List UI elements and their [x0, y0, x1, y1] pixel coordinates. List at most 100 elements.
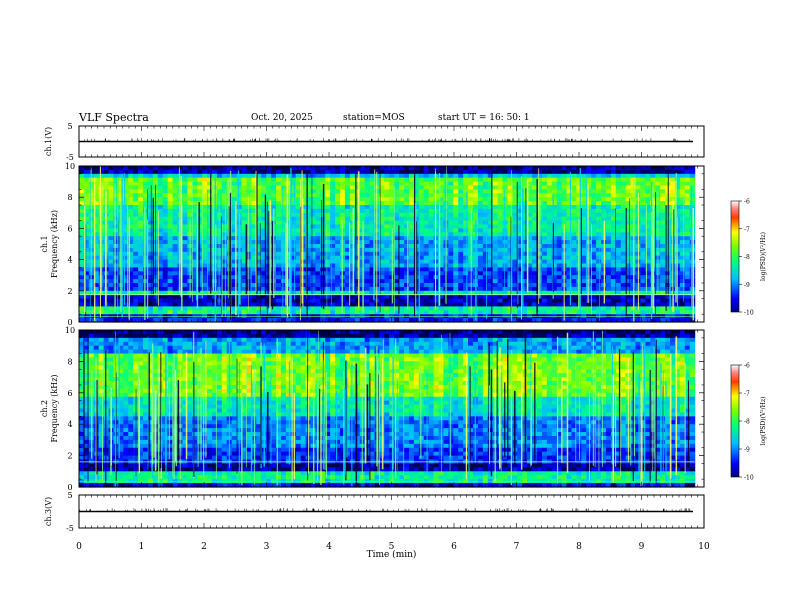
heatmap-cell — [610, 251, 617, 257]
heatmap-cell — [448, 294, 454, 300]
heatmap-cell — [581, 259, 587, 265]
heatmap-cell — [374, 177, 381, 183]
heatmap-cell — [236, 185, 243, 190]
heatmap-cell — [216, 228, 223, 233]
heatmap-cell — [157, 212, 164, 218]
heatmap-cell — [448, 275, 454, 280]
heatmap-cell — [379, 236, 385, 241]
heatmap-cell — [295, 205, 302, 210]
heatmap-cell — [246, 224, 252, 229]
heatmap-cell — [340, 185, 346, 190]
heatmap-cell — [492, 193, 499, 198]
heatmap-cell — [344, 220, 351, 226]
heatmap-cell — [468, 185, 474, 190]
heatmap-cell — [487, 240, 494, 245]
heatmap-cell — [507, 216, 513, 222]
heatmap-cell — [546, 205, 553, 210]
heatmap-cell — [492, 251, 499, 257]
heatmap-cell — [527, 185, 533, 190]
heatmap-cell — [344, 197, 351, 202]
heatmap-cell — [571, 259, 578, 265]
heatmap-cell — [438, 290, 445, 296]
heatmap-cell — [551, 294, 558, 300]
heatmap-cell — [305, 247, 312, 253]
heatmap-cell — [310, 193, 316, 198]
heatmap-cell — [172, 318, 179, 323]
heatmap-cell — [522, 193, 528, 198]
heatmap-cell — [143, 185, 149, 190]
heatmap-cell — [216, 208, 223, 214]
heatmap-cell — [276, 197, 282, 202]
heatmap-cell — [241, 220, 248, 226]
heatmap-cell — [428, 283, 435, 288]
heatmap-cell — [192, 263, 198, 268]
heatmap-cell — [404, 232, 410, 237]
heatmap-cell — [330, 306, 336, 311]
heatmap-cell — [231, 286, 238, 292]
heatmap-cell — [280, 193, 287, 198]
heatmap-cell — [596, 173, 602, 179]
heatmap-cell — [556, 298, 563, 304]
heatmap-cell — [517, 310, 523, 315]
heatmap-cell — [384, 232, 390, 237]
heatmap-cell — [379, 263, 385, 268]
heatmap-cell — [620, 279, 627, 284]
heatmap-cell — [315, 290, 321, 296]
heatmap-cell — [167, 251, 174, 257]
heatmap-cell — [379, 169, 385, 175]
heatmap-cell — [231, 251, 238, 257]
heatmap-cell — [408, 302, 415, 307]
heatmap-cell — [517, 283, 523, 288]
heatmap-cell — [625, 286, 632, 292]
heatmap-cell — [492, 271, 499, 276]
heatmap-cell — [133, 255, 139, 261]
heatmap-cell — [463, 271, 469, 276]
heatmap-cell — [551, 173, 558, 179]
heatmap-cell — [532, 298, 538, 304]
heatmap-cell — [305, 318, 312, 323]
heatmap-cell — [108, 283, 115, 288]
heatmap-cell — [162, 208, 169, 214]
heatmap-cell — [187, 208, 193, 214]
heatmap-cell — [541, 173, 548, 179]
heatmap-cell — [172, 189, 179, 194]
heatmap-cell — [128, 220, 134, 226]
heatmap-cell — [285, 290, 292, 296]
heatmap-cell — [364, 251, 371, 257]
heatmap-cell — [487, 255, 494, 261]
heatmap-cell — [344, 212, 351, 218]
heatmap-cell — [88, 302, 95, 307]
heatmap-cell — [138, 259, 144, 265]
heatmap-cell — [216, 286, 223, 292]
heatmap-cell — [147, 216, 154, 222]
heatmap-cell — [384, 267, 390, 272]
heatmap-cell — [581, 228, 587, 233]
heatmap-cell — [610, 275, 617, 280]
heatmap-cell — [408, 166, 415, 171]
heatmap-cell — [408, 240, 415, 245]
heatmap-cell — [596, 177, 602, 183]
heatmap-cell — [581, 181, 587, 187]
heatmap-cell — [517, 247, 523, 253]
heatmap-cell — [133, 318, 139, 323]
heatmap-cell — [527, 189, 533, 194]
heatmap-cell — [221, 216, 228, 222]
heatmap-cell — [167, 302, 174, 307]
heatmap-cell — [172, 286, 179, 292]
heatmap-cell — [364, 166, 371, 171]
heatmap-cell — [389, 197, 395, 202]
heatmap-cell — [216, 275, 223, 280]
heatmap-cell — [172, 177, 179, 183]
heatmap-cell — [546, 240, 553, 245]
heatmap-cell — [143, 302, 149, 307]
heatmap-cell — [645, 189, 651, 194]
heatmap-cell — [399, 220, 405, 226]
heatmap-cell — [123, 263, 129, 268]
heatmap-cell — [261, 224, 267, 229]
heatmap-cell — [192, 189, 198, 194]
heatmap-cell — [330, 216, 336, 222]
heatmap-cell — [295, 197, 302, 202]
heatmap-cell — [182, 251, 188, 257]
heatmap-cell — [482, 228, 489, 233]
heatmap-cell — [423, 302, 430, 307]
